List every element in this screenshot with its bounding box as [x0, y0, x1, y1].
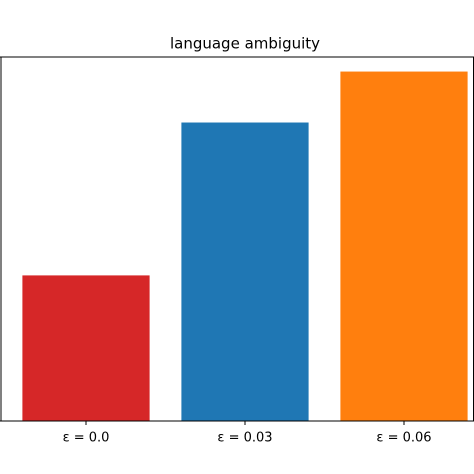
bar: [340, 71, 468, 421]
x-tick-label: ε = 0.03: [217, 431, 272, 446]
x-tick-label: ε = 0.0: [63, 431, 110, 446]
bar: [181, 122, 309, 422]
chart-title: language ambiguity: [170, 35, 320, 53]
bar: [22, 275, 150, 421]
x-tick-label: ε = 0.06: [376, 431, 431, 446]
